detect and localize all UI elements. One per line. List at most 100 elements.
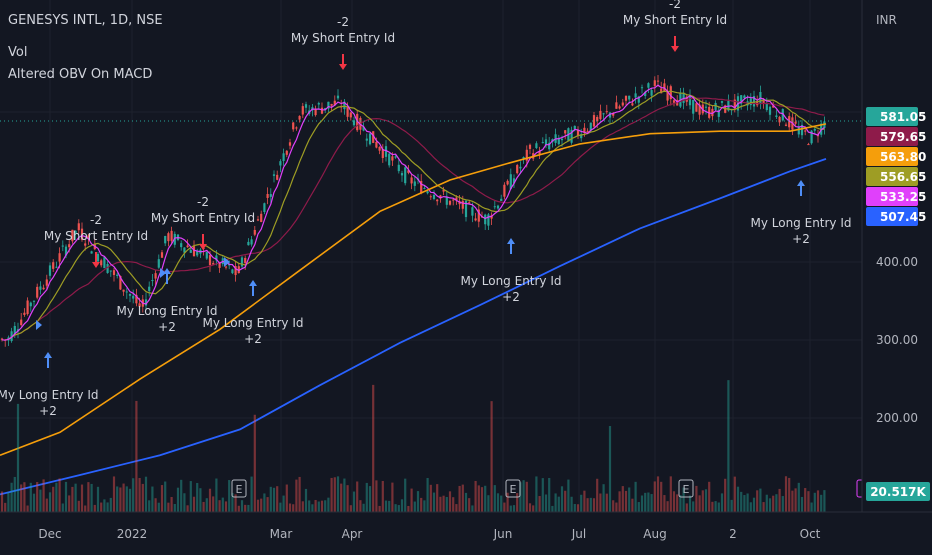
- volume-bar: [61, 503, 64, 512]
- volume-bar: [64, 481, 68, 512]
- candle-body: [346, 106, 349, 117]
- volume-bar: [80, 484, 84, 512]
- candle-body: [586, 130, 589, 132]
- candle-body: [192, 246, 196, 257]
- candle-body: [295, 127, 298, 129]
- volume-bar: [599, 493, 602, 512]
- candle-body: [548, 142, 551, 150]
- volume-bar: [138, 477, 141, 512]
- candle-body: [580, 134, 583, 139]
- candle-body: [704, 106, 708, 108]
- volume-bar: [106, 502, 109, 512]
- volume-bar: [746, 493, 749, 512]
- candle-body: [324, 107, 327, 110]
- volume-bar: [586, 498, 589, 512]
- candle-body: [784, 124, 788, 126]
- candle-body: [519, 166, 522, 169]
- volume-bar: [132, 478, 135, 512]
- candle-body: [743, 95, 746, 99]
- candle-body: [573, 125, 576, 130]
- volume-bar: [173, 504, 176, 512]
- volume-bar: [164, 481, 167, 512]
- x-tick-label: Oct: [800, 527, 821, 541]
- volume-bar: [32, 493, 36, 512]
- earnings-marker: E: [505, 479, 521, 498]
- price-scale-value: 579.65: [880, 130, 926, 144]
- candle-body: [288, 142, 292, 146]
- price-scale-badge: [866, 207, 918, 226]
- volume-bar: [292, 504, 295, 512]
- candle-body: [375, 141, 378, 148]
- volume-bar: [215, 478, 218, 512]
- candle-body: [164, 235, 167, 244]
- candle-body: [103, 257, 106, 269]
- volume-bar: [602, 484, 605, 512]
- pattern-triangle-icon: [224, 257, 230, 267]
- candle-body: [109, 270, 112, 272]
- volume-bar: [103, 499, 106, 512]
- candle-body: [87, 235, 90, 239]
- volume-bar: [576, 504, 580, 512]
- candle-body: [439, 195, 442, 199]
- signal-label: My Long Entry Id: [202, 316, 303, 330]
- volume-bar: [39, 489, 42, 512]
- volume-bar: [314, 499, 317, 512]
- volume-bar: [356, 481, 359, 512]
- volume-bar: [234, 494, 237, 512]
- candle-body: [452, 199, 455, 201]
- earnings-box: [231, 479, 247, 498]
- ma-200-line: [0, 158, 827, 496]
- volume-bar: [96, 486, 100, 512]
- price-scale-value: 533.25: [880, 190, 926, 204]
- price-scale-value: 556.65: [880, 170, 926, 184]
- candle-body: [32, 300, 36, 302]
- volume-bar: [778, 488, 781, 512]
- candle-body: [77, 223, 80, 231]
- y-tick-label: 200.00: [876, 411, 918, 425]
- candle-body: [512, 178, 516, 184]
- candle-body: [292, 122, 295, 130]
- long-arrowhead-icon: [249, 280, 257, 286]
- candle-body: [644, 92, 647, 96]
- volume-bar: [20, 484, 23, 512]
- volume-bar: [170, 496, 173, 512]
- volume-bar: [624, 490, 628, 512]
- volume-bar: [660, 481, 663, 512]
- volume-bar: [288, 503, 292, 512]
- candle-body: [132, 295, 135, 299]
- candle-body: [384, 146, 388, 157]
- candle-body: [128, 294, 132, 296]
- volume-bar: [666, 501, 669, 512]
- volume-bar: [276, 486, 279, 512]
- candle-body: [80, 228, 84, 240]
- earnings-label: E: [236, 483, 243, 496]
- long-signal: My Long Entry Id +2: [750, 180, 852, 246]
- candle-body: [135, 294, 138, 304]
- volume-bar: [797, 482, 800, 512]
- volume-bar: [23, 482, 26, 512]
- volume-bar: [560, 486, 564, 512]
- volume-bar: [471, 505, 474, 512]
- y-tick-label: 300.00: [876, 333, 918, 347]
- volume-bar: [541, 478, 544, 512]
- volume-bar: [506, 492, 509, 512]
- long-arrowhead-icon: [797, 180, 805, 186]
- candle-body: [173, 233, 176, 245]
- candle-body: [330, 103, 333, 106]
- candle-body: [810, 130, 813, 144]
- volume-bar: [794, 488, 797, 512]
- price-scale-badge: [866, 167, 918, 186]
- volume-bar: [765, 494, 768, 512]
- volume-bar: [218, 500, 221, 512]
- volume-bar: [436, 484, 439, 512]
- volume-bar: [77, 500, 80, 512]
- signal-label: My Long Entry Id: [116, 304, 217, 318]
- volume-bar: [71, 486, 74, 512]
- candle-body: [282, 153, 285, 161]
- short-arrowhead-icon: [92, 262, 100, 268]
- volume-bar: [26, 505, 29, 512]
- earnings-label: E: [510, 483, 517, 496]
- x-tick-label: Apr: [342, 527, 363, 541]
